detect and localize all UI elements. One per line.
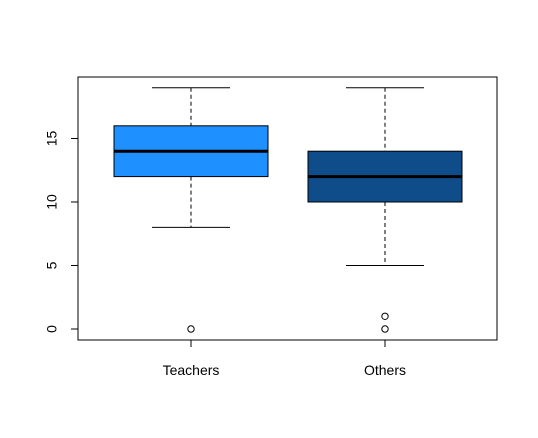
y-axis: 0 5 10 15: [44, 131, 79, 333]
y-tick-label: 15: [44, 131, 60, 147]
outlier-point: [187, 325, 195, 333]
y-tick-label: 5: [44, 261, 60, 269]
y-tick-label: 10: [44, 194, 60, 210]
x-tick-label: Teachers: [163, 362, 220, 378]
plot-frame: [77, 76, 498, 341]
y-tick-label: 0: [44, 325, 60, 333]
outlier-point: [381, 325, 389, 333]
box-teachers: [113, 87, 269, 333]
box-others: [307, 87, 463, 333]
x-axis: Teachers Others: [163, 339, 406, 378]
outlier-point: [381, 312, 389, 320]
boxes: [113, 87, 463, 333]
x-tick-label: Others: [364, 362, 406, 378]
